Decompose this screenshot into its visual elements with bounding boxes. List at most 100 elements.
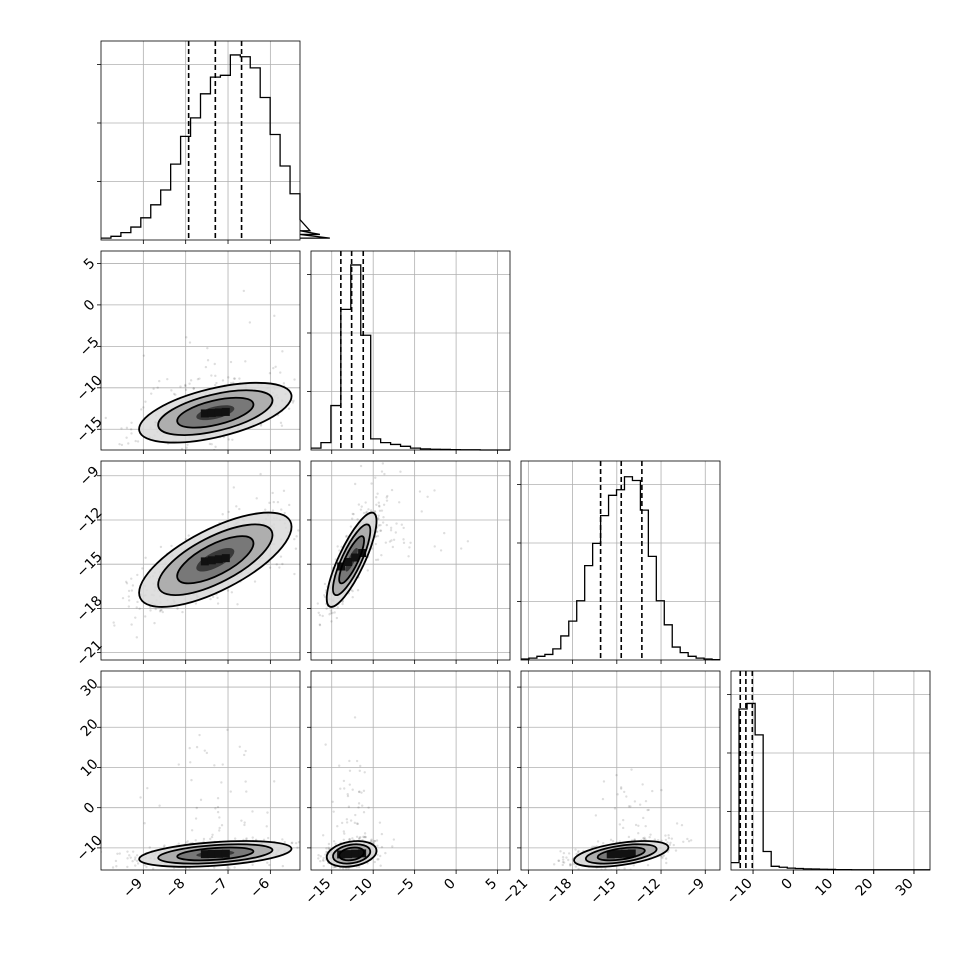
scatter-point — [120, 427, 123, 430]
scatter-point — [295, 535, 298, 538]
scatter-point — [209, 597, 212, 601]
scatter-point — [376, 853, 379, 856]
scatter-point — [344, 535, 348, 538]
scatter-point — [379, 864, 382, 867]
scatter-point — [604, 868, 607, 870]
scatter-point — [341, 600, 344, 603]
scatter-point — [272, 500, 275, 504]
scatter-point — [373, 839, 377, 843]
scatter-point — [334, 842, 337, 846]
scatter-point — [272, 780, 276, 783]
scatter-point — [418, 490, 422, 493]
scatter-point — [362, 835, 365, 839]
scatter-point — [322, 856, 325, 860]
scatter-point — [561, 863, 564, 867]
scatter-point — [294, 841, 298, 845]
scatter-point — [625, 795, 628, 798]
scatter-point — [381, 521, 385, 524]
scatter-point — [121, 596, 125, 600]
scatter-point — [135, 636, 139, 639]
scatter-point — [316, 527, 318, 529]
scatter-point — [316, 602, 320, 605]
x-tick-label: −9 — [120, 876, 146, 902]
scatter-point — [279, 555, 283, 558]
scatter-point — [680, 823, 684, 827]
scatter-point — [268, 501, 271, 505]
scatter-point — [328, 838, 330, 840]
scatter-point — [345, 867, 348, 870]
scatter-point — [321, 614, 324, 618]
x-tick-label: −5 — [392, 876, 418, 902]
scatter-point — [616, 793, 619, 796]
scatter-point — [136, 600, 139, 604]
scatter-point — [266, 836, 270, 840]
scatter-point — [420, 510, 423, 513]
scatter-point — [291, 841, 294, 844]
scatter-point — [184, 538, 188, 541]
y-tick-label: 5 — [81, 255, 99, 273]
scatter-point — [187, 534, 190, 537]
scatter-point — [220, 824, 224, 827]
scatter-point — [235, 505, 238, 508]
scatter-point — [343, 787, 346, 790]
scatter-point — [319, 859, 322, 863]
scatter-point — [306, 868, 308, 870]
scatter-point — [184, 383, 187, 387]
scatter-point — [315, 522, 317, 524]
scatter-point — [302, 391, 304, 393]
scatter-point — [188, 746, 191, 750]
scatter-point — [347, 805, 351, 808]
scatter-point — [144, 556, 147, 560]
scatter-point — [245, 790, 248, 793]
scatter-point — [313, 849, 315, 851]
scatter-point — [145, 865, 148, 869]
scatter-point — [356, 588, 360, 592]
scatter-point — [623, 867, 626, 870]
scatter-point — [226, 866, 229, 869]
x-tick-label: −21 — [499, 876, 531, 908]
scatter-point — [134, 856, 137, 859]
scatter-point — [350, 517, 354, 520]
scatter-point — [378, 505, 381, 508]
scatter-point — [670, 837, 674, 840]
scatter-point — [394, 531, 397, 534]
scatter-point — [118, 442, 121, 446]
scatter-point — [177, 763, 180, 766]
scatter-point — [392, 538, 396, 541]
scatter-point — [664, 834, 667, 837]
scatter-point — [327, 847, 331, 851]
scatter-point — [667, 834, 670, 837]
scatter-point — [408, 546, 411, 549]
scatter-point — [293, 378, 296, 381]
contour-line — [157, 523, 274, 597]
scatter-point — [170, 389, 173, 392]
scatter-point — [402, 538, 405, 541]
scatter-point — [243, 821, 246, 824]
scatter-point — [120, 873, 122, 875]
contour-line — [157, 843, 274, 865]
scatter-point — [172, 392, 176, 396]
scatter-point — [140, 408, 143, 411]
scatter-point — [375, 496, 378, 499]
scatter-point — [265, 825, 268, 828]
scatter-point — [139, 796, 142, 799]
scatter-point — [262, 838, 266, 841]
scatter-point — [153, 621, 156, 625]
scatter-point — [375, 503, 378, 506]
scatter-point — [320, 398, 322, 400]
scatter-point — [194, 817, 198, 820]
scatter-point — [353, 716, 357, 719]
scatter-point — [537, 876, 539, 878]
scatter-point — [637, 824, 640, 827]
scatter-point — [363, 832, 367, 835]
scatter-point — [268, 863, 271, 867]
scatter-point — [353, 871, 355, 873]
scatter-point — [682, 840, 685, 843]
scatter-point — [391, 545, 395, 549]
scatter-point — [202, 837, 206, 841]
scatter-point — [402, 541, 406, 545]
scatter-point — [281, 350, 284, 353]
scatter-point — [184, 867, 188, 870]
scatter-point — [291, 401, 295, 404]
scatter-point — [136, 573, 139, 577]
